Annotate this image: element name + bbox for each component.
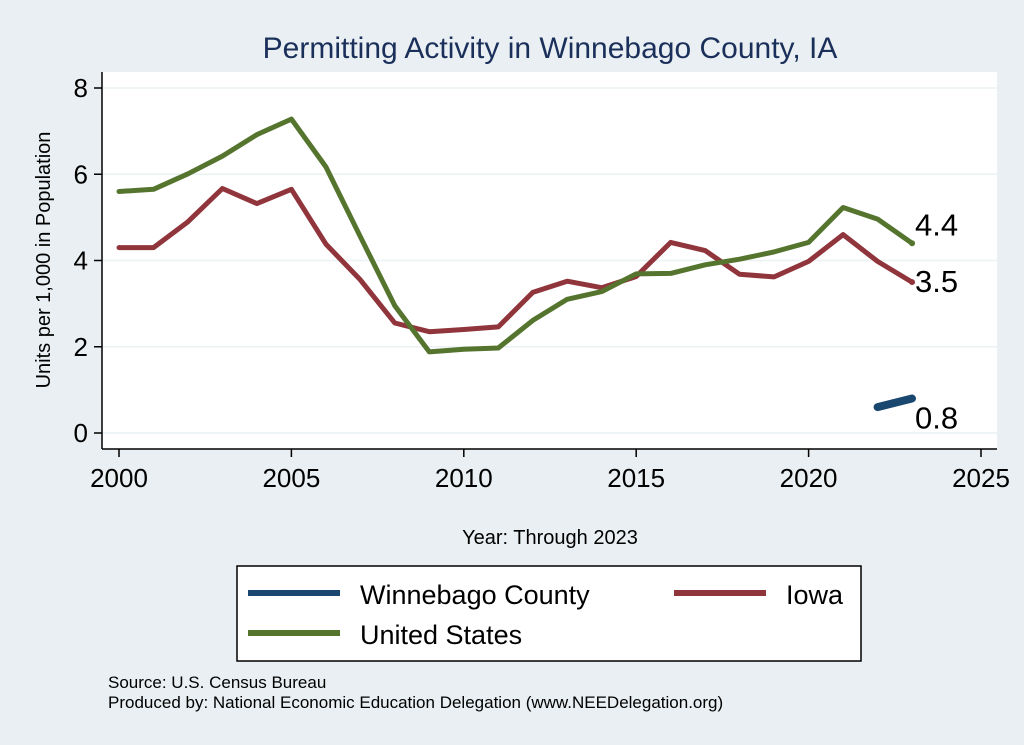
series-line-winnebago-county xyxy=(873,394,916,412)
end-labels: 0.8 3.5 4.4 xyxy=(915,207,958,435)
x-axis-label: Year: Through 2023 xyxy=(462,527,638,549)
y-axis-label: Units per 1,000 in Population xyxy=(33,132,55,389)
series-end-point-winnebago-county xyxy=(909,395,916,402)
series-end-point-iowa xyxy=(909,279,916,286)
end-label-iowa: 3.5 xyxy=(915,264,958,299)
series-line-united-states xyxy=(116,116,915,355)
x-tick-label-2005: 2005 xyxy=(262,463,320,493)
legend-label-united-states: United States xyxy=(360,620,522,650)
x-tick-label-2015: 2015 xyxy=(607,463,665,493)
legend: Winnebago County Iowa United States xyxy=(236,565,862,662)
y-tick-label-0: 0 xyxy=(74,418,88,448)
grid xyxy=(102,87,997,434)
y-tick-label-2: 2 xyxy=(74,332,88,362)
source-note: Source: U.S. Census Bureau xyxy=(108,673,327,692)
y-tick-label-8: 8 xyxy=(74,73,88,103)
x-tick-label-2000: 2000 xyxy=(90,463,148,493)
end-label-united-states: 4.4 xyxy=(915,207,958,242)
series-end-point-united-states xyxy=(909,240,916,247)
y-tick-label-4: 4 xyxy=(74,246,88,276)
legend-box xyxy=(236,565,862,662)
chart-title: Permitting Activity in Winnebago County,… xyxy=(263,32,838,65)
end-label-winnebago-county: 0.8 xyxy=(915,401,958,436)
x-tick-label-2025: 2025 xyxy=(952,463,1010,493)
series xyxy=(116,116,916,412)
x-tick-label-2020: 2020 xyxy=(780,463,838,493)
legend-label-winnebago-county: Winnebago County xyxy=(360,580,590,610)
y-tick-label-6: 6 xyxy=(74,159,88,189)
legend-label-iowa: Iowa xyxy=(786,580,844,610)
x-tick-label-2010: 2010 xyxy=(435,463,493,493)
series-line-iowa xyxy=(116,186,915,335)
produced-by-note: Produced by: National Economic Education… xyxy=(108,693,724,712)
axes: 0 2 4 6 8 2000 2005 2010 2015 2020 2025 xyxy=(74,72,1010,493)
